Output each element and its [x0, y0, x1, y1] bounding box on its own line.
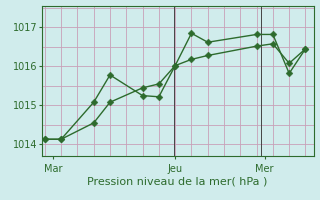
- X-axis label: Pression niveau de la mer( hPa ): Pression niveau de la mer( hPa ): [87, 176, 268, 186]
